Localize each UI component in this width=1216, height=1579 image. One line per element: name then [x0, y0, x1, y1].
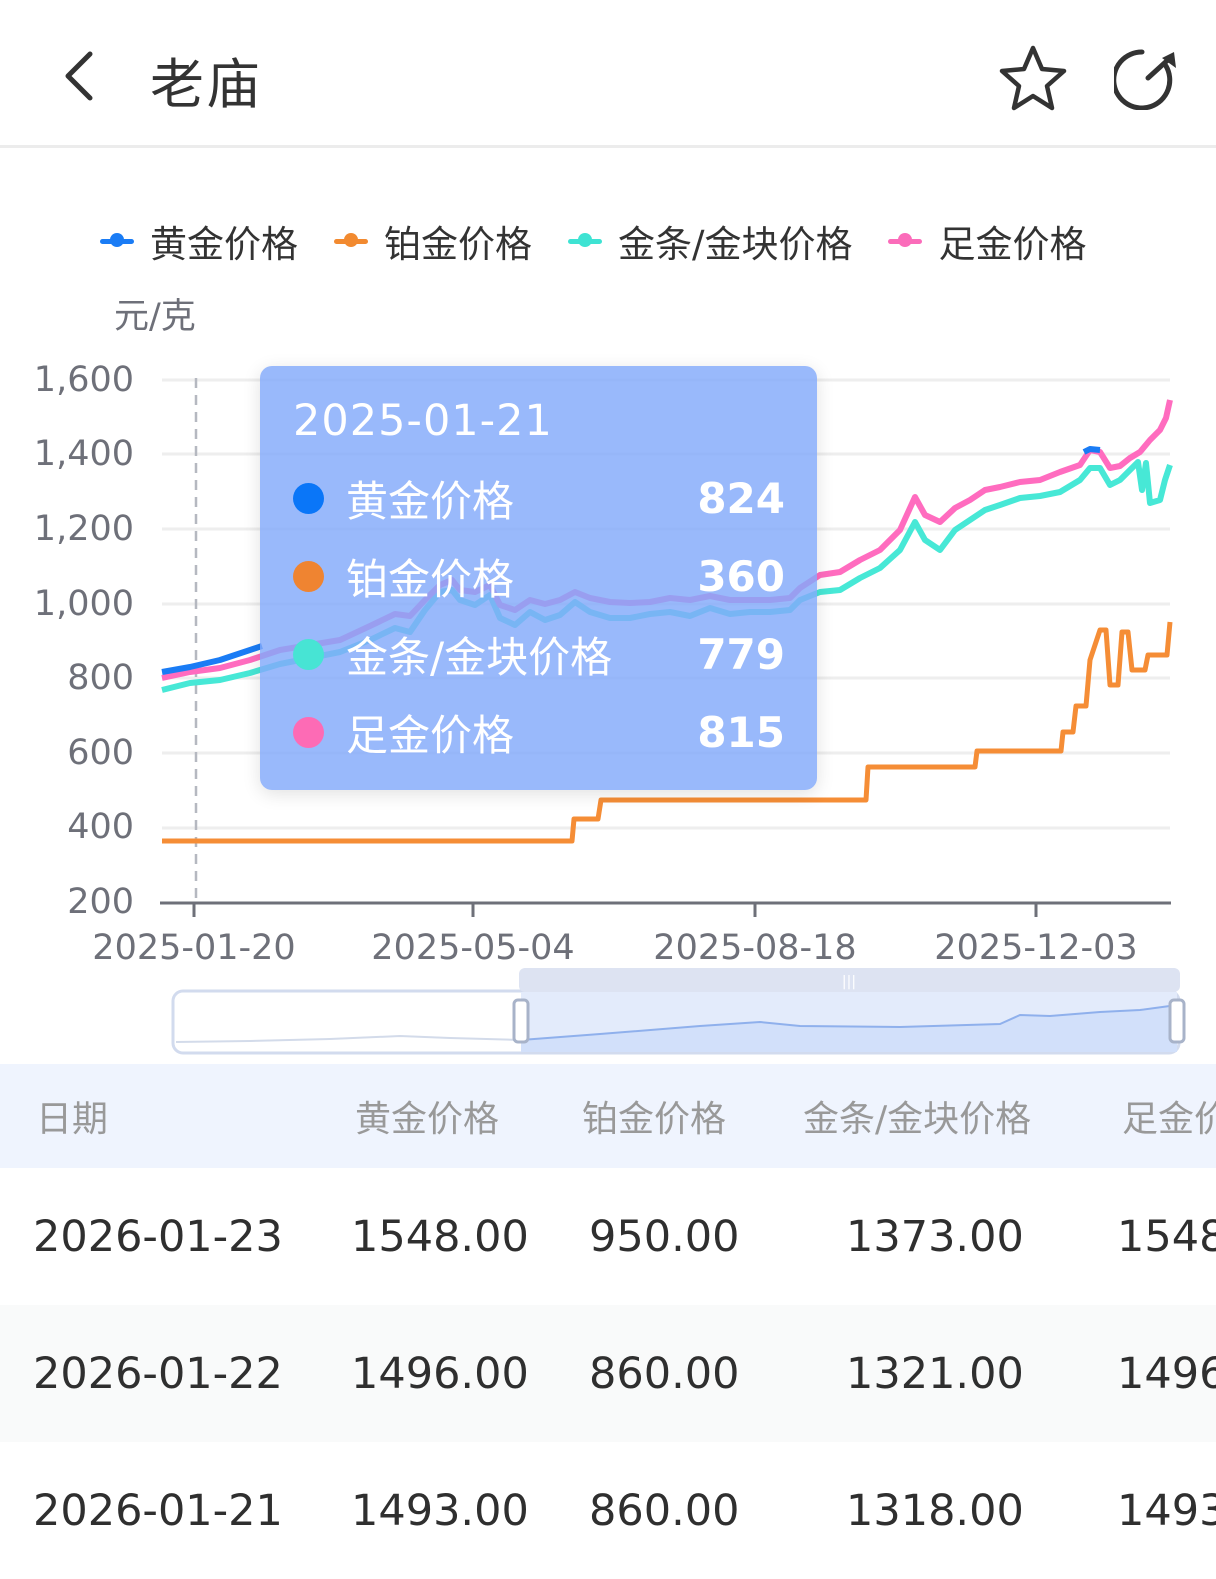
column-header-platinum[interactable]: 铂金价格 — [582, 1099, 727, 1140]
legend-label: 金条/金块价格 — [618, 223, 853, 266]
tooltip-series-name: 金条/金块价格 — [346, 632, 613, 682]
cell-date: 2026-01-21 — [33, 1485, 283, 1536]
legend-line-icon — [568, 233, 602, 247]
y-tick-label: 800 — [67, 658, 134, 698]
cell-platinum: 860.00 — [589, 1485, 740, 1536]
series-dot-icon — [293, 560, 324, 592]
tooltip-row-gold: 黄金价格 824 — [293, 468, 785, 528]
x-tick-label: 2025-01-20 — [92, 928, 296, 968]
back-chevron-icon[interactable] — [56, 48, 104, 104]
series-dot-icon — [293, 716, 324, 748]
star-icon[interactable] — [998, 44, 1068, 112]
cell-gold: 1496.00 — [351, 1348, 529, 1399]
tooltip-series-value: 815 — [697, 707, 785, 757]
y-tick-label: 200 — [67, 882, 134, 922]
cell-platinum: 860.00 — [589, 1348, 740, 1399]
legend-item-platinum[interactable]: 铂金价格 — [334, 214, 532, 268]
refresh-icon[interactable] — [1114, 46, 1180, 110]
y-axis-unit: 元/克 — [114, 297, 196, 337]
series-gold-line-peak — [1082, 446, 1101, 455]
cell-date: 2026-01-23 — [33, 1211, 283, 1262]
series-gold-line — [161, 643, 263, 675]
tooltip-series-value: 360 — [697, 551, 785, 601]
legend-label: 足金价格 — [938, 223, 1087, 266]
cell-date: 2026-01-22 — [33, 1348, 283, 1399]
column-header-gold[interactable]: 黄金价格 — [355, 1099, 500, 1140]
cell-gold-bar: 1321.00 — [846, 1348, 1024, 1399]
column-header-pure-gold[interactable]: 足金价格 — [1122, 1099, 1216, 1140]
page-title: 老庙 — [150, 53, 262, 116]
tooltip-series-name: 铂金价格 — [346, 554, 515, 604]
cell-gold-bar: 1373.00 — [846, 1211, 1024, 1262]
x-tick-label: 2025-12-03 — [934, 928, 1138, 968]
legend-item-pure-gold[interactable]: 足金价格 — [888, 214, 1086, 268]
y-tick-label: 400 — [67, 807, 134, 847]
tooltip-series-value: 824 — [697, 473, 785, 523]
x-tick-label: 2025-08-18 — [653, 928, 857, 968]
data-zoom-slider[interactable]: ||| — [171, 968, 1186, 1055]
column-header-gold-bar[interactable]: 金条/金块价格 — [803, 1099, 1032, 1140]
x-axis-ticks — [192, 903, 1038, 917]
series-platinum-line — [162, 621, 1173, 844]
price-table: 日期 黄金价格 铂金价格 金条/金块价格 足金价格 2026-01-23 154… — [0, 1064, 1216, 1579]
cell-gold: 1493.00 — [351, 1485, 529, 1536]
legend-label: 铂金价格 — [384, 223, 532, 266]
chart-legend: 黄金价格 铂金价格 金条/金块价格 足金价格 — [100, 216, 1122, 266]
tooltip-date: 2025-01-21 — [293, 396, 553, 446]
svg-text:|||: ||| — [842, 974, 856, 990]
cell-pure-gold: 1493.00 — [1117, 1485, 1216, 1536]
zoom-handle-left[interactable] — [512, 998, 530, 1044]
legend-line-icon — [100, 233, 134, 247]
legend-item-gold[interactable]: 黄金价格 — [100, 214, 298, 268]
table-row[interactable]: 2026-01-21 1493.00 860.00 1318.00 1493.0… — [0, 1442, 1216, 1579]
y-tick-label: 600 — [67, 733, 134, 773]
x-tick-label: 2025-05-04 — [371, 928, 575, 968]
legend-line-icon — [334, 233, 368, 247]
tooltip-series-name: 黄金价格 — [346, 476, 515, 526]
series-dot-icon — [293, 482, 324, 514]
cell-gold: 1548.00 — [351, 1211, 529, 1262]
tooltip-row-pure-gold: 足金价格 815 — [293, 702, 785, 762]
y-tick-label: 1,200 — [33, 509, 134, 549]
zoom-handle-right[interactable] — [1168, 998, 1186, 1044]
cell-pure-gold: 1548.00 — [1117, 1211, 1216, 1262]
app-header: 老庙 — [0, 0, 1216, 148]
y-tick-label: 1,000 — [33, 584, 134, 624]
legend-label: 黄金价格 — [150, 223, 298, 266]
tooltip-row-platinum: 铂金价格 360 — [293, 546, 785, 606]
cell-platinum: 950.00 — [589, 1211, 740, 1262]
tooltip-series-name: 足金价格 — [346, 710, 515, 760]
chart-tooltip: 2025-01-21 黄金价格 824 铂金价格 360 金条/金块价格 779… — [260, 366, 817, 790]
y-tick-label: 1,600 — [33, 360, 134, 400]
y-tick-label: 1,400 — [33, 434, 134, 474]
series-dot-icon — [293, 638, 324, 670]
cell-pure-gold: 1496.00 — [1117, 1348, 1216, 1399]
tooltip-series-value: 779 — [697, 629, 785, 679]
table-header: 日期 黄金价格 铂金价格 金条/金块价格 足金价格 — [0, 1064, 1216, 1168]
column-header-date[interactable]: 日期 — [36, 1099, 109, 1140]
cell-gold-bar: 1318.00 — [846, 1485, 1024, 1536]
table-row[interactable]: 2026-01-22 1496.00 860.00 1321.00 1496.0… — [0, 1305, 1216, 1442]
table-row[interactable]: 2026-01-23 1548.00 950.00 1373.00 1548.0… — [0, 1168, 1216, 1305]
tooltip-row-gold-bar: 金条/金块价格 779 — [293, 624, 785, 684]
legend-line-icon — [888, 233, 923, 247]
legend-item-gold-bar[interactable]: 金条/金块价格 — [568, 214, 852, 268]
